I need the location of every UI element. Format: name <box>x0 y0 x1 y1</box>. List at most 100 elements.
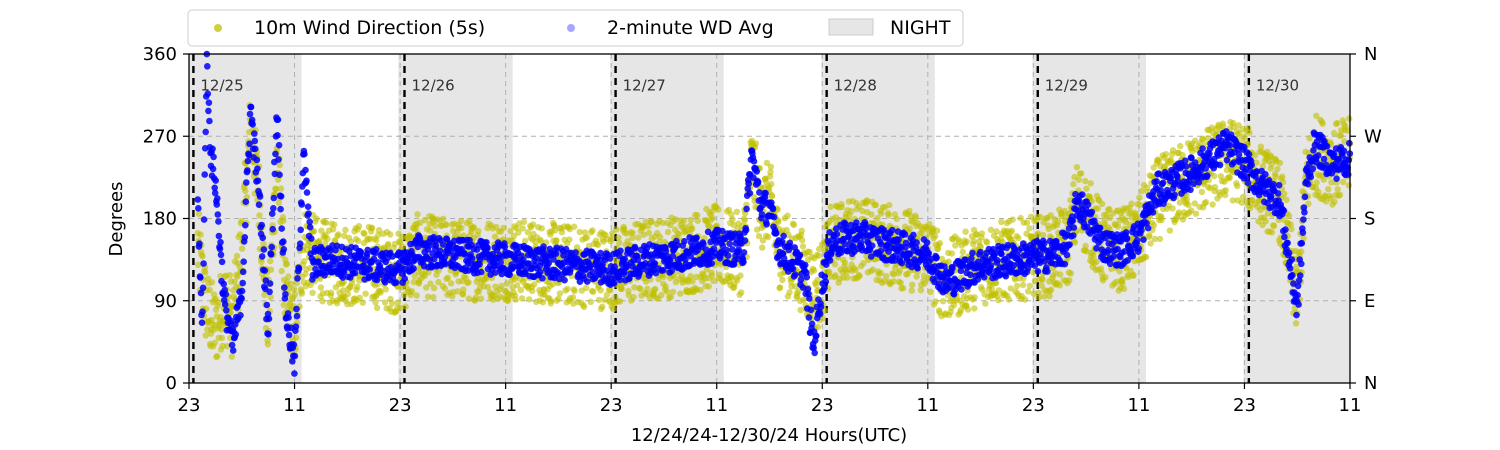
data-point <box>1102 274 1109 281</box>
data-point <box>204 63 211 70</box>
data-point <box>697 286 704 294</box>
data-point <box>992 279 1000 286</box>
data-point <box>667 293 674 301</box>
data-point <box>256 193 264 200</box>
data-point <box>973 231 980 238</box>
data-point <box>906 225 913 232</box>
data-point <box>848 208 855 215</box>
data-point <box>610 279 618 287</box>
data-point <box>302 166 309 174</box>
data-point <box>520 256 527 264</box>
data-point <box>1330 129 1338 137</box>
data-point <box>872 201 879 208</box>
data-point <box>896 267 904 274</box>
data-point <box>675 231 682 238</box>
data-point <box>668 267 675 275</box>
data-point <box>618 285 625 292</box>
data-point <box>1070 232 1077 239</box>
data-point <box>741 217 748 224</box>
data-point <box>538 225 545 232</box>
data-point <box>249 121 256 128</box>
data-point <box>375 231 382 239</box>
data-point <box>833 230 841 238</box>
data-point <box>217 251 225 259</box>
data-point <box>215 299 222 306</box>
data-point <box>540 243 547 250</box>
data-point <box>211 189 219 197</box>
data-point <box>1241 133 1248 141</box>
data-point <box>755 232 763 240</box>
data-point <box>1026 225 1033 232</box>
data-point <box>197 231 204 238</box>
data-point <box>1182 163 1190 170</box>
data-point <box>644 285 651 293</box>
data-point <box>1313 112 1320 120</box>
data-point <box>841 240 849 248</box>
data-point <box>571 287 578 295</box>
data-point <box>1119 276 1127 283</box>
data-point <box>1146 232 1153 239</box>
data-point <box>1075 176 1083 183</box>
data-point <box>786 289 793 296</box>
data-point <box>558 229 566 236</box>
data-point <box>769 205 777 213</box>
data-point <box>778 238 786 245</box>
data-point <box>656 238 663 246</box>
data-point <box>539 275 546 282</box>
data-point <box>1239 193 1247 201</box>
data-point <box>719 227 726 235</box>
data-point <box>1041 293 1048 300</box>
data-point <box>1005 296 1012 303</box>
data-point <box>510 232 518 239</box>
data-point <box>525 296 533 303</box>
data-point <box>1136 194 1143 201</box>
data-point <box>427 280 434 287</box>
data-point <box>776 284 784 291</box>
data-point <box>581 229 589 236</box>
data-point <box>292 334 300 341</box>
data-point <box>208 279 216 286</box>
data-point <box>1094 205 1102 212</box>
data-point <box>226 272 234 279</box>
data-point <box>968 255 975 262</box>
data-point <box>1121 248 1128 255</box>
data-point <box>1106 260 1114 268</box>
data-point <box>1319 120 1326 128</box>
data-point <box>413 292 420 299</box>
data-point <box>1040 231 1047 239</box>
data-point <box>290 341 298 348</box>
data-point <box>797 276 805 284</box>
data-point <box>1287 221 1294 228</box>
data-point <box>1147 240 1154 247</box>
data-point <box>246 140 253 148</box>
data-point <box>895 236 902 244</box>
data-point <box>993 228 1000 235</box>
data-point <box>1083 185 1090 192</box>
data-point <box>630 293 637 301</box>
data-point <box>1047 286 1055 293</box>
data-point <box>945 258 952 265</box>
data-point <box>1177 142 1184 150</box>
data-point <box>347 238 355 245</box>
data-point <box>1013 282 1021 290</box>
data-point <box>278 225 286 232</box>
data-point <box>291 370 298 377</box>
data-point <box>333 300 341 307</box>
data-point <box>1087 180 1094 187</box>
data-point <box>289 358 296 365</box>
data-point <box>522 266 530 273</box>
data-point <box>306 223 314 231</box>
data-point <box>813 332 820 340</box>
data-point <box>197 274 204 281</box>
data-point <box>274 116 282 123</box>
data-point <box>629 229 636 237</box>
data-point <box>298 201 306 208</box>
data-point <box>1204 135 1212 142</box>
data-point <box>295 265 303 273</box>
data-point <box>795 287 802 295</box>
data-point <box>729 246 736 253</box>
data-point <box>669 252 677 260</box>
data-point <box>238 295 245 302</box>
data-point <box>878 210 885 217</box>
data-point <box>304 203 312 210</box>
